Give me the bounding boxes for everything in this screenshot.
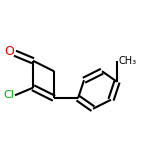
Text: Cl: Cl	[3, 90, 14, 100]
Text: CH₃: CH₃	[118, 56, 137, 66]
Text: O: O	[4, 45, 14, 58]
